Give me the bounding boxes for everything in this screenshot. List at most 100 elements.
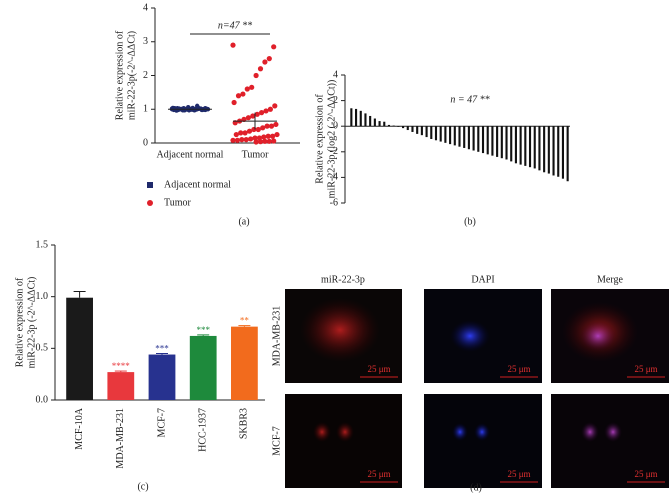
scale-bar-label: 25 μm [507, 469, 530, 479]
bar [420, 126, 423, 136]
data-point [271, 44, 277, 50]
data-point [274, 131, 280, 138]
data-point [230, 42, 236, 48]
data-point [245, 115, 251, 121]
bar [411, 126, 414, 132]
bar [481, 126, 485, 154]
data-point [253, 72, 259, 79]
y-tick-label: -6 [330, 197, 338, 208]
nucleus [450, 320, 490, 352]
scale-bar-label: 25 μm [634, 364, 657, 374]
bar [467, 126, 470, 150]
column-label: miR-22-3p [321, 274, 365, 285]
bar [561, 126, 565, 179]
row-label: MDA-MB-231 [271, 306, 282, 367]
x-tick-label: HCC-1937 [197, 408, 208, 452]
bar [189, 335, 217, 400]
column-label: DAPI [471, 274, 494, 285]
cell [336, 422, 354, 442]
bar [350, 108, 353, 127]
panel-label: (d) [470, 482, 482, 493]
x-tick-label: MCF-10A [74, 407, 85, 449]
x-tick-label: Tumor [242, 149, 270, 160]
cell [581, 422, 599, 442]
bar [148, 354, 176, 400]
bar [458, 126, 461, 147]
row-label: MCF-7 [271, 426, 282, 455]
data-point [239, 137, 245, 143]
bar [514, 126, 517, 164]
data-point [243, 137, 249, 143]
bar [453, 126, 456, 146]
annotation: n=47 ** [218, 20, 252, 31]
legend-marker [147, 200, 153, 206]
data-point [234, 137, 240, 143]
bar [387, 124, 391, 127]
scale-bar-label: 25 μm [507, 364, 530, 374]
bar [496, 126, 499, 157]
data-point [265, 133, 271, 139]
bar [359, 110, 362, 127]
bar [425, 126, 428, 138]
data-point [261, 134, 267, 140]
data-point [266, 138, 272, 144]
bar [533, 126, 536, 169]
y-axis-label: miR-22-3p (log2 (-2^-ΔΔCt)) [326, 80, 337, 199]
data-point [262, 59, 268, 65]
data-point [270, 133, 276, 139]
y-tick-label: 0 [143, 137, 148, 148]
panel-label: (b) [464, 216, 476, 227]
legend-marker [147, 182, 153, 188]
y-axis-label: Relative expression of [14, 277, 25, 367]
data-point [259, 110, 265, 116]
data-point [255, 126, 261, 133]
data-point [272, 103, 278, 109]
data-point [235, 93, 242, 99]
data-point [233, 131, 239, 138]
bar [566, 126, 569, 182]
bar [66, 297, 93, 400]
cell [604, 422, 622, 442]
panel-label: (a) [238, 216, 249, 227]
data-point [268, 123, 275, 129]
data-point [242, 130, 248, 136]
image-panel: miR-22-3p DAPI Merge MDA-MB-231 MCF-7 25… [271, 274, 669, 493]
y-tick-label: 0.0 [36, 394, 49, 405]
bar [528, 126, 532, 168]
significance-label: **** [112, 361, 131, 371]
y-tick-label: 0 [333, 120, 338, 131]
data-point [260, 125, 266, 131]
y-tick-label: 3 [143, 36, 148, 47]
data-point [252, 135, 258, 141]
bar [107, 372, 135, 400]
bar [378, 121, 381, 127]
y-axis-label: miR-22-3p(-2^-ΔΔCt) [126, 31, 137, 120]
bar [524, 126, 527, 166]
x-tick-label: Adjacent normal [157, 149, 224, 160]
bar [557, 126, 560, 177]
data-point [231, 99, 237, 106]
data-point [246, 128, 253, 134]
bar [477, 126, 480, 152]
y-axis-label: Relative expression of [114, 30, 125, 120]
bar [519, 126, 522, 165]
significance-label: ** [240, 316, 250, 326]
bar [369, 115, 372, 127]
scale-bar-label: 25 μm [367, 469, 390, 479]
y-tick-label: 1 [143, 104, 148, 115]
data-point [250, 113, 256, 119]
bar [231, 326, 258, 400]
bar [463, 126, 466, 148]
bar [364, 113, 367, 127]
data-point [267, 106, 273, 112]
annotation: n = 47 ** [450, 94, 489, 105]
bar [510, 126, 513, 162]
column-label: Merge [597, 274, 623, 285]
bar [538, 126, 541, 171]
bar [491, 126, 494, 156]
nucleus [452, 423, 468, 441]
bar [505, 126, 508, 160]
bar [552, 126, 555, 176]
scale-bar-label: 25 μm [367, 364, 390, 374]
bar [434, 126, 438, 141]
